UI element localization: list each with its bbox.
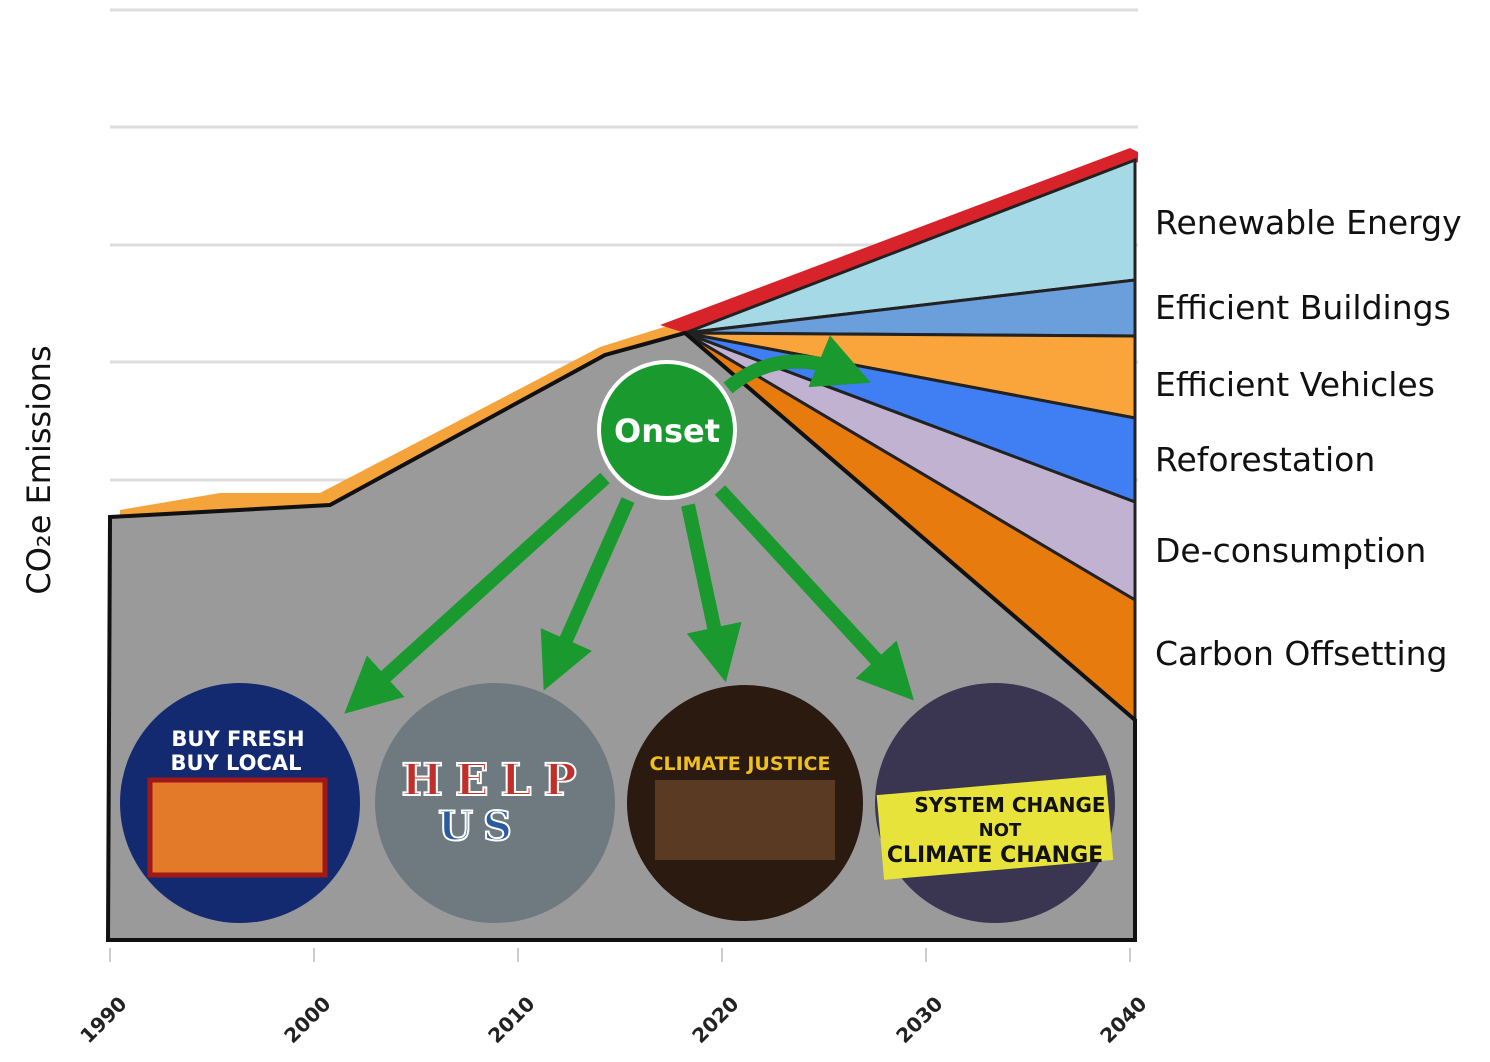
arrows [344, 335, 914, 714]
x-tick-label: 2000 [279, 992, 335, 1048]
onset-node [597, 360, 737, 500]
image-text: SYSTEM CHANGE [914, 793, 1105, 817]
x-tick-label: 1990 [75, 992, 131, 1048]
image-detail [147, 777, 328, 878]
onset-label: Onset [614, 412, 720, 450]
image-text: HELP [401, 755, 588, 806]
wedge-label: De-consumption [1155, 531, 1426, 570]
wedge-label: Reforestation [1155, 440, 1375, 479]
wedge-label: Carbon Offsetting [1155, 634, 1448, 673]
x-tick-label: 2040 [1095, 992, 1151, 1048]
image-text: CLIMATE JUSTICE [650, 753, 831, 775]
top-band [660, 148, 1138, 333]
history-band [120, 322, 690, 518]
wedge-label: Efficient Buildings [1155, 288, 1451, 327]
image-text: BUY FRESH [171, 727, 304, 751]
image-text: NOT [979, 820, 1022, 841]
x-tick-label: 2010 [483, 992, 539, 1048]
x-tick-label: 2020 [687, 992, 743, 1048]
x-tick-label: 2030 [891, 992, 947, 1048]
image-detail [655, 780, 835, 860]
image-circle [375, 683, 615, 923]
image-text: BUY LOCAL [170, 751, 301, 775]
image-detail [876, 775, 1114, 880]
image-text: CLIMATE CHANGE [887, 843, 1103, 868]
wedge-label: Renewable Energy [1155, 203, 1462, 242]
wedge-label: Efficient Vehicles [1155, 365, 1435, 404]
image-text: US [438, 803, 522, 850]
x-ticks [109, 948, 1131, 962]
y-axis-label: CO₂e Emissions [20, 345, 58, 594]
